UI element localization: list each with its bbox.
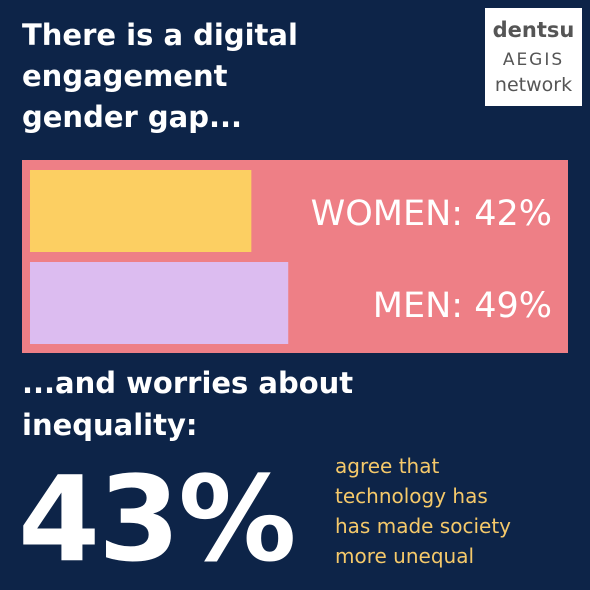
stat-caption: agree that — [335, 454, 440, 478]
stat-caption: has made society — [335, 514, 511, 538]
stat-caption: technology has — [335, 484, 488, 508]
title-line: gender gap... — [22, 100, 243, 134]
bar — [30, 262, 289, 344]
logo-text: AEGIS — [502, 50, 565, 70]
subtitle-line: inequality: — [22, 408, 198, 442]
bar-label: WOMEN: 42% — [311, 194, 552, 234]
logo-text: network — [494, 74, 573, 96]
title-line: engagement — [22, 59, 228, 93]
subtitle-line: ...and worries about — [22, 366, 354, 400]
logo: dentsu AEGIS network — [485, 8, 582, 106]
title-line: There is a digital — [22, 18, 298, 52]
stat-caption: more unequal — [335, 544, 475, 568]
logo-text: dentsu — [492, 18, 575, 42]
bar-label: MEN: 49% — [373, 286, 552, 326]
big-stat: 43% — [18, 450, 296, 588]
bar — [30, 170, 252, 252]
